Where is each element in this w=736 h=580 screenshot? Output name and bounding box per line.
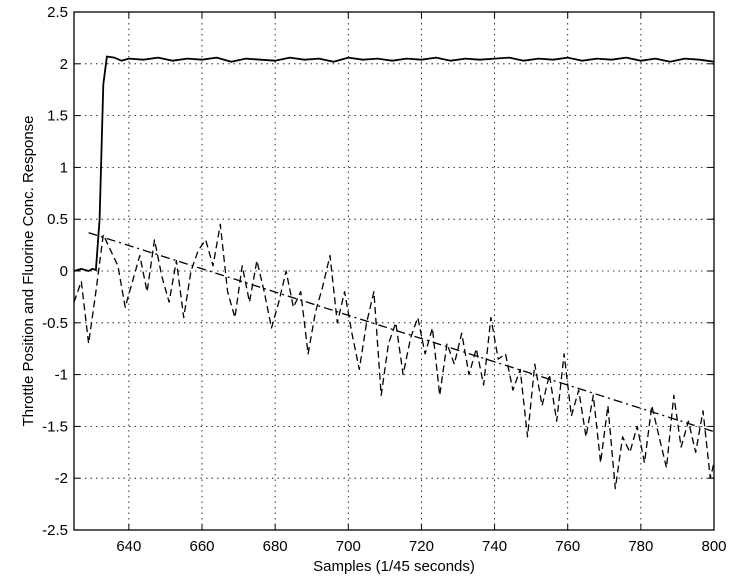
y-tick-label: -2 xyxy=(55,470,68,487)
y-tick-label: 1.5 xyxy=(47,108,68,125)
x-tick-label: 680 xyxy=(263,538,288,555)
x-tick-label: 720 xyxy=(409,538,434,555)
x-tick-label: 640 xyxy=(116,538,141,555)
x-tick-label: 660 xyxy=(189,538,214,555)
y-tick-label: 2.5 xyxy=(47,4,68,21)
x-tick-label: 800 xyxy=(701,538,726,555)
series-layer xyxy=(73,55,715,490)
y-tick-label: 2 xyxy=(60,56,68,73)
x-tick-label: 780 xyxy=(628,538,653,555)
x-tick-label: 740 xyxy=(482,538,507,555)
label-layer: 640 660 680 700 720 740 760 780 800 -2.5 -2 -1.5 -1 -… xyxy=(42,4,726,555)
y-tick-label: 1 xyxy=(60,159,68,176)
y-tick-label: 0 xyxy=(60,263,68,280)
y-tick-label: -0.5 xyxy=(42,315,68,332)
fluorine-concentration-line xyxy=(73,223,715,490)
y-tick-label: -1 xyxy=(55,367,68,384)
grid-layer xyxy=(74,12,715,530)
x-tick-label: 760 xyxy=(555,538,580,555)
x-tick-label: 700 xyxy=(336,538,361,555)
y-tick-label: 0.5 xyxy=(47,211,68,228)
y-tick-label: -2.5 xyxy=(42,522,68,539)
tick-layer xyxy=(74,11,715,531)
y-tick-label: -1.5 xyxy=(42,418,68,435)
throttle-position-line xyxy=(73,55,715,272)
y-axis-label: Throttle Position and Fluorine Conc. Res… xyxy=(20,115,37,426)
x-axis-label: Samples (1/45 seconds) xyxy=(313,558,475,575)
trend-line xyxy=(88,232,715,433)
